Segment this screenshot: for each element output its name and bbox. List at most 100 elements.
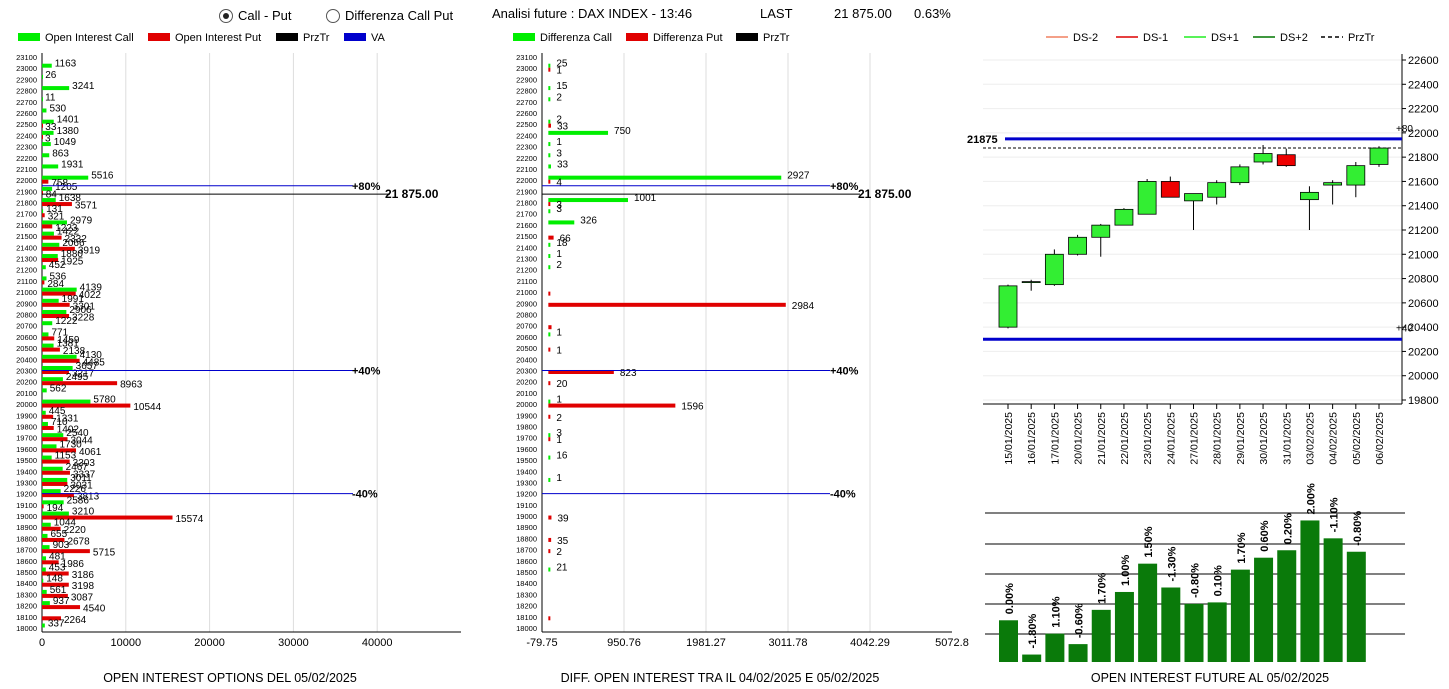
put-value-label: 5715 — [93, 548, 116, 559]
strike-tick-label: 21500 — [16, 232, 37, 241]
call-value-label: 1044 — [54, 518, 77, 529]
radio-diff-call-put[interactable]: Differenza Call Put — [326, 8, 453, 23]
candle-body — [1091, 224, 1111, 238]
date-tick-label: 27/01/2025 — [1189, 412, 1201, 465]
call-value-label: 903 — [53, 540, 70, 551]
date-tick-label: 23/01/2025 — [1142, 412, 1154, 465]
call-diff-bar — [548, 175, 782, 180]
call-value-label: 1380 — [57, 126, 80, 137]
strike-tick-label: 20300 — [16, 366, 37, 375]
call-bar — [42, 399, 91, 404]
put-value-label: 2220 — [64, 525, 87, 536]
put-bar — [42, 593, 68, 598]
strike-tick-label: 18500 — [516, 568, 537, 577]
diff-value-label: 39 — [557, 514, 569, 525]
candle-body — [1044, 253, 1064, 286]
diff-value-label: 3 — [556, 428, 562, 439]
radio-call-put-dot[interactable] — [219, 8, 233, 23]
diff-value-label: 18 — [556, 238, 568, 249]
future-oi-label: 0.10% — [1213, 565, 1225, 596]
date-tick-label: 22/01/2025 — [1119, 412, 1131, 465]
date-tick-label: 20/01/2025 — [1073, 412, 1085, 465]
strike-tick-label: 18900 — [516, 523, 537, 532]
call-bar — [42, 198, 56, 203]
strike-tick-label: 23100 — [516, 53, 537, 62]
radio-diff-label: Differenza Call Put — [345, 8, 454, 23]
put-value-label: 3217 — [72, 368, 95, 379]
candle-body — [1068, 236, 1087, 255]
legend-swatch — [344, 33, 366, 41]
y-tick-label: 22000 — [1408, 128, 1439, 140]
radio-call-put[interactable]: Call - Put — [219, 8, 291, 23]
put-bar — [42, 190, 43, 195]
put-value-label: 3044 — [71, 436, 94, 447]
diff-value-label: 1 — [556, 473, 562, 484]
radio-diff-dot[interactable] — [326, 8, 340, 23]
future-oi-bar — [1230, 569, 1250, 662]
call-bar — [42, 186, 53, 191]
put-bar — [42, 493, 74, 498]
va-label: +40% — [830, 365, 859, 377]
future-oi-label: 1.70% — [1236, 532, 1248, 563]
diff-value-label: 2 — [556, 92, 562, 103]
y-tick-label: 22200 — [1408, 104, 1439, 116]
call-value-label: 937 — [53, 596, 70, 607]
call-value-label: 5516 — [91, 171, 114, 182]
legend-label: Open Interest Call — [45, 32, 134, 44]
put-value-label: 3571 — [75, 201, 98, 212]
strike-tick-label: 22100 — [516, 165, 537, 174]
call-bar — [42, 321, 53, 326]
call-bar — [42, 108, 47, 113]
call-bar — [42, 332, 49, 337]
call-bar — [42, 623, 45, 628]
put-bar — [42, 437, 68, 442]
put-value-label: 1223 — [55, 223, 78, 234]
strike-tick-label: 22600 — [16, 109, 37, 118]
y-tick-label: 21200 — [1408, 225, 1439, 237]
call-value-label: 1422 — [57, 227, 80, 238]
diff-value-label: 1 — [556, 66, 562, 77]
put-value-label: 1402 — [57, 424, 80, 435]
call-diff-bar — [548, 254, 551, 259]
x-tick-label: 1981.27 — [686, 637, 726, 649]
call-value-label: 2226 — [64, 484, 87, 495]
strike-tick-label: 19600 — [516, 445, 537, 454]
y-tick-label: 20600 — [1408, 298, 1439, 310]
va-label: -40% — [352, 489, 378, 501]
future-oi-bar — [1300, 520, 1320, 662]
diff-value-label: 3 — [556, 148, 562, 159]
date-tick-label: 05/02/2025 — [1351, 412, 1363, 465]
put-diff-bar — [548, 616, 551, 621]
strike-tick-label: 20900 — [516, 299, 537, 308]
legend-swatch — [626, 33, 648, 41]
put-bar — [42, 280, 45, 285]
strike-tick-label: 18600 — [516, 557, 537, 566]
call-value-label: 3241 — [72, 81, 95, 92]
call-bar — [42, 153, 50, 158]
strike-tick-label: 22700 — [16, 98, 37, 107]
date-tick-label: 16/01/2025 — [1026, 412, 1038, 465]
call-bar — [42, 556, 47, 561]
strike-tick-label: 22900 — [16, 75, 37, 84]
call-value-label: 481 — [49, 551, 66, 562]
call-value-label: 2586 — [67, 495, 90, 506]
call-diff-bar — [548, 142, 551, 147]
strike-tick-label: 22400 — [16, 131, 37, 140]
call-bar — [42, 388, 47, 393]
strike-tick-label: 18100 — [16, 613, 37, 622]
strike-tick-label: 18000 — [516, 624, 537, 633]
legend-label: Open Interest Put — [175, 32, 261, 44]
call-value-label: 3210 — [72, 507, 95, 518]
diff-value-label: 823 — [620, 368, 637, 379]
diff-value-label: 750 — [614, 126, 631, 137]
call-bar — [42, 130, 54, 135]
strike-tick-label: 19100 — [516, 501, 537, 510]
put-value-label: 4022 — [79, 290, 102, 301]
call-value-label: 131 — [46, 204, 63, 215]
x-tick-label: 4042.29 — [850, 637, 890, 649]
put-diff-bar — [548, 414, 551, 419]
call-value-label: 2906 — [69, 305, 92, 316]
strike-tick-label: 19200 — [516, 490, 537, 499]
strike-tick-label: 20000 — [516, 400, 537, 409]
strike-tick-label: 18700 — [516, 546, 537, 555]
